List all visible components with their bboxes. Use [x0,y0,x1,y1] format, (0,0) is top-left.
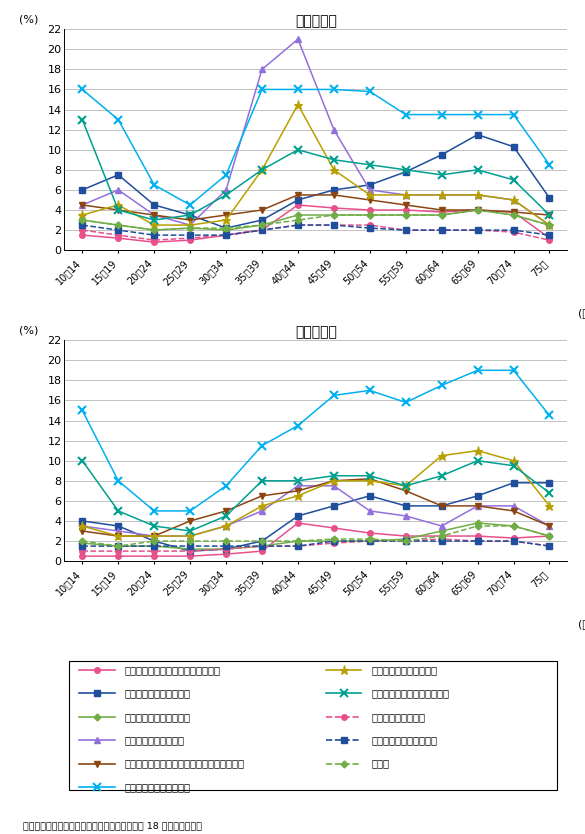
FancyBboxPatch shape [70,661,558,790]
Text: (%): (%) [19,326,39,336]
Text: 安全な生活のための活動: 安全な生活のための活動 [371,665,437,675]
Text: (年齢): (年齢) [577,620,585,630]
Text: （備考）　総務省「社会生活基本調査」（平成 18 年）より作成。: （備考） 総務省「社会生活基本調査」（平成 18 年）より作成。 [23,821,202,830]
Text: (年齢): (年齢) [577,309,585,319]
Text: 子供を対象とした活動: 子供を対象とした活動 [125,735,185,745]
Title: 《女　性》: 《女 性》 [295,14,337,28]
Text: 障害者を対象とした活動: 障害者を対象とした活動 [125,711,191,721]
Text: 自然や環境を守るための活動: 自然や環境を守るための活動 [371,688,449,698]
Text: 高齢者を対象とした活動: 高齢者を対象とした活動 [125,688,191,698]
Text: その他: その他 [371,758,389,768]
Title: 《男　性》: 《男 性》 [295,325,337,339]
Text: まちづくりのための活動: まちづくりのための活動 [125,782,191,791]
Text: 災害に関係した活動: 災害に関係した活動 [371,711,425,721]
Text: (%): (%) [19,15,39,25]
Text: 国際協力に関係した活動: 国際協力に関係した活動 [371,735,437,745]
Text: スポーツ・文化・芸術・学術に関係した活動: スポーツ・文化・芸術・学術に関係した活動 [125,758,245,768]
Text: 健康や医療サービスに関係した活動: 健康や医療サービスに関係した活動 [125,665,221,675]
